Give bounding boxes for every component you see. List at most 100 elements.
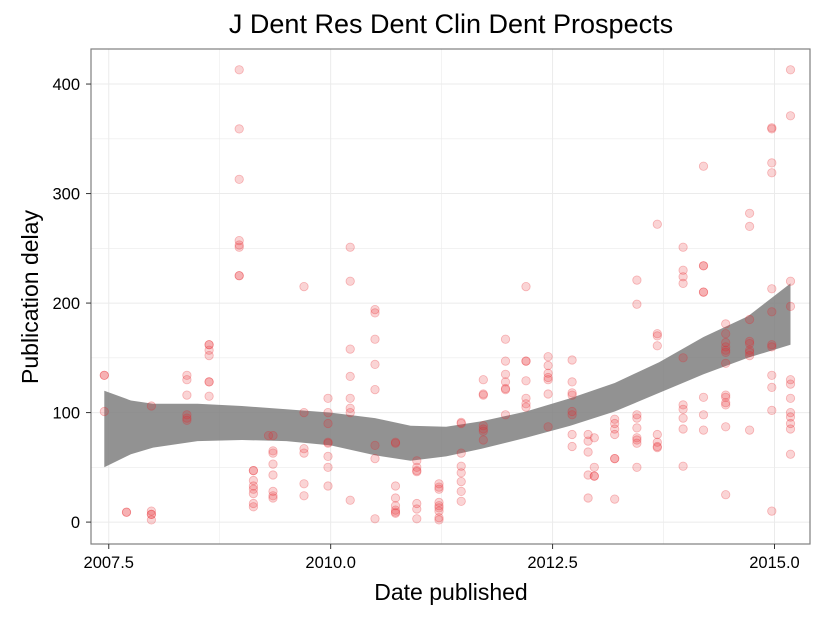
y-tick-label: 100	[52, 405, 80, 423]
data-point	[268, 486, 278, 496]
data-point	[478, 389, 488, 399]
data-point	[146, 401, 156, 411]
data-point	[785, 301, 796, 311]
data-point	[268, 470, 278, 480]
data-point	[434, 515, 444, 525]
data-point	[268, 459, 278, 469]
data-point	[767, 123, 777, 133]
data-point	[744, 208, 755, 218]
chart-title: J Dent Res Dent Clin Dent Prospects	[229, 9, 673, 39]
data-point	[567, 429, 577, 440]
data-point	[412, 467, 422, 477]
data-point	[121, 507, 132, 517]
data-point	[390, 507, 401, 517]
data-point	[767, 340, 777, 350]
data-point	[248, 498, 258, 509]
data-point	[248, 465, 258, 476]
data-point	[412, 462, 422, 472]
data-point	[323, 418, 333, 429]
data-point	[370, 304, 380, 315]
data-point	[721, 337, 731, 348]
data-point	[721, 347, 731, 357]
data-point	[390, 438, 401, 448]
data-point	[744, 338, 755, 349]
data-point	[652, 441, 662, 452]
data-point	[412, 465, 422, 476]
data-point	[99, 370, 109, 380]
data-point	[589, 433, 599, 443]
data-point	[767, 370, 777, 380]
data-point	[721, 329, 731, 339]
data-point	[543, 422, 553, 432]
data-point	[767, 168, 777, 178]
data-point	[589, 471, 599, 481]
data-point	[182, 410, 192, 420]
data-point	[182, 370, 192, 380]
data-point	[543, 372, 553, 383]
data-point	[583, 470, 593, 480]
data-point	[345, 495, 355, 505]
data-point	[632, 438, 642, 448]
data-point	[434, 484, 444, 494]
data-point	[434, 479, 444, 489]
x-tick-label: 2012.5	[527, 554, 577, 572]
data-point	[632, 275, 642, 285]
data-point	[583, 429, 593, 440]
data-point	[632, 462, 642, 472]
data-point	[268, 446, 278, 456]
data-point	[678, 404, 688, 414]
y-tick-label: 400	[52, 76, 80, 94]
data-point	[785, 111, 796, 121]
data-point	[146, 506, 156, 516]
data-point	[412, 498, 422, 509]
data-point	[500, 384, 511, 395]
data-point	[567, 406, 577, 417]
data-point	[698, 425, 709, 435]
data-point	[234, 240, 244, 250]
data-point	[299, 444, 309, 454]
data-point	[390, 501, 401, 511]
data-point	[345, 276, 355, 286]
data-point	[204, 350, 214, 361]
data-point	[652, 219, 662, 229]
data-point	[204, 345, 214, 355]
data-point	[323, 437, 333, 447]
data-point	[234, 174, 244, 184]
data-point	[182, 390, 192, 400]
data-point	[678, 353, 688, 363]
data-point	[632, 410, 642, 420]
data-point	[698, 261, 709, 271]
data-point	[434, 497, 444, 507]
data-point	[543, 368, 553, 378]
data-point	[248, 465, 258, 476]
data-point	[434, 513, 444, 523]
data-point	[543, 360, 553, 371]
data-point	[785, 418, 796, 429]
data-point	[268, 493, 278, 503]
data-point	[345, 393, 355, 403]
data-point	[345, 344, 355, 354]
data-point	[785, 449, 796, 459]
data-point	[678, 400, 688, 410]
data-point	[412, 456, 422, 466]
data-point	[345, 242, 355, 252]
data-point	[434, 482, 444, 492]
data-point	[248, 488, 258, 499]
data-point	[583, 493, 593, 503]
data-point	[744, 350, 755, 361]
data-point	[721, 342, 731, 352]
data-point	[721, 398, 731, 408]
data-point	[390, 505, 401, 515]
data-point	[204, 340, 214, 350]
data-point	[370, 308, 380, 318]
data-point	[456, 486, 466, 496]
data-point	[521, 402, 531, 412]
y-axis-label: Publication delay	[17, 210, 43, 384]
data-points-layer	[99, 65, 796, 525]
data-point	[652, 329, 662, 339]
data-point	[478, 435, 488, 445]
data-point	[478, 424, 488, 434]
y-axis-ticks: 0 100 200 300 400	[52, 76, 91, 532]
data-point	[767, 342, 777, 352]
data-point	[744, 347, 755, 357]
